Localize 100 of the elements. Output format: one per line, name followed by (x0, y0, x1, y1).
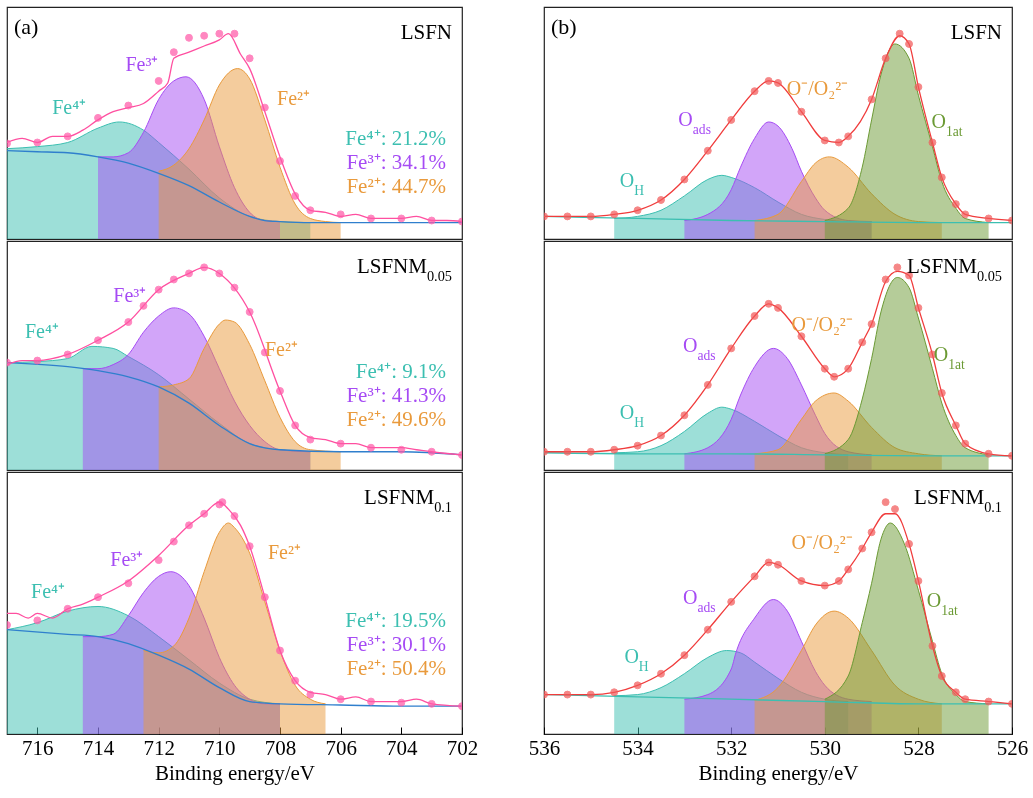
point (563, 690, 572, 699)
point (633, 681, 642, 690)
point (586, 447, 595, 456)
point (727, 344, 736, 353)
point (367, 214, 375, 223)
series-label: Fe²⁺ (277, 86, 311, 109)
point (276, 157, 284, 165)
annotation: Fe⁴⁺: 21.2% (345, 126, 446, 151)
point (961, 210, 970, 219)
annotation: Fe²⁺: 44.7% (346, 174, 446, 199)
point (844, 132, 853, 141)
x-axis-title: Binding energy/eV (154, 760, 316, 785)
point (276, 387, 284, 395)
point (830, 372, 839, 381)
series-label: O$_{ads}$ (683, 334, 716, 363)
point (657, 431, 665, 440)
point (154, 285, 163, 294)
chart-title: (a) (14, 14, 39, 39)
point (858, 544, 867, 553)
point (961, 439, 970, 448)
point (610, 445, 619, 454)
point (610, 688, 619, 697)
point (154, 556, 163, 565)
point (586, 212, 595, 221)
point (891, 505, 899, 514)
point (427, 447, 436, 456)
point (914, 577, 923, 585)
point (858, 338, 867, 347)
point (797, 107, 806, 116)
series-label: Fe³⁺ (110, 547, 144, 570)
point (951, 688, 960, 697)
point (928, 641, 937, 650)
point (881, 275, 890, 284)
point (905, 539, 913, 548)
point (764, 76, 773, 85)
point (306, 206, 315, 215)
point (867, 95, 876, 104)
point (750, 572, 759, 581)
point (774, 79, 782, 87)
point (657, 669, 665, 678)
point (154, 76, 163, 85)
point (230, 512, 239, 521)
point (820, 581, 829, 590)
point (169, 48, 178, 57)
series-label: O$_{ads}$ (683, 585, 716, 615)
point (764, 299, 773, 308)
series-label: O$_{H}$ (619, 401, 645, 430)
point (703, 146, 712, 155)
point (657, 196, 665, 204)
x-tick-label: 526 (996, 735, 1029, 760)
series-label: O$_{1at}$ (926, 589, 959, 618)
series-label: Fe⁴⁺ (52, 95, 87, 118)
point (893, 263, 902, 272)
chart-title: (b) (551, 14, 577, 39)
annotation: Fe³⁺: 34.1% (346, 150, 446, 175)
x-tick-label: 710 (204, 735, 236, 760)
point (245, 54, 254, 63)
point (680, 651, 689, 660)
point (881, 498, 890, 507)
text: O⁻/O₂²⁻ (791, 531, 853, 554)
point (245, 307, 254, 316)
x-tick-label: 704 (386, 735, 419, 760)
x-tick-label: 532 (715, 735, 748, 760)
chart-subtitle: LSFNM$_{0.1}$ (364, 485, 452, 515)
annotation: Fe⁴⁺: 19.5% (345, 608, 446, 633)
point (215, 269, 224, 278)
chart-subtitle: LSFN (950, 20, 1002, 44)
x-tick-label: 702 (446, 735, 479, 760)
x-tick-label: 534 (622, 735, 655, 760)
point (951, 200, 960, 209)
x-tick-label: 706 (325, 735, 357, 760)
series-label: O$_{H}$ (619, 169, 645, 198)
point (764, 558, 773, 567)
point (774, 560, 782, 569)
point (937, 672, 946, 680)
point (727, 115, 736, 124)
point (727, 597, 736, 606)
point (367, 443, 375, 452)
point (895, 29, 904, 38)
point (336, 695, 345, 704)
point (563, 212, 572, 221)
series-label: Fe²⁺ (264, 338, 298, 361)
x-tick-label: 536 (528, 735, 561, 760)
point (260, 103, 269, 112)
point (905, 40, 913, 48)
x-tick-label: 714 (82, 735, 115, 760)
point (63, 350, 72, 359)
point (984, 214, 993, 223)
series-label: Fe⁴⁺ (24, 320, 59, 343)
point (797, 577, 806, 585)
series-label: O$_{H}$ (624, 644, 649, 674)
point (750, 312, 759, 320)
point (169, 537, 178, 546)
point (185, 33, 193, 42)
point (834, 138, 843, 147)
x-tick-label: 716 (22, 735, 54, 760)
point (961, 695, 970, 704)
point (750, 87, 759, 96)
text: O⁻/O₂²⁻ (791, 312, 853, 335)
point (937, 389, 946, 397)
